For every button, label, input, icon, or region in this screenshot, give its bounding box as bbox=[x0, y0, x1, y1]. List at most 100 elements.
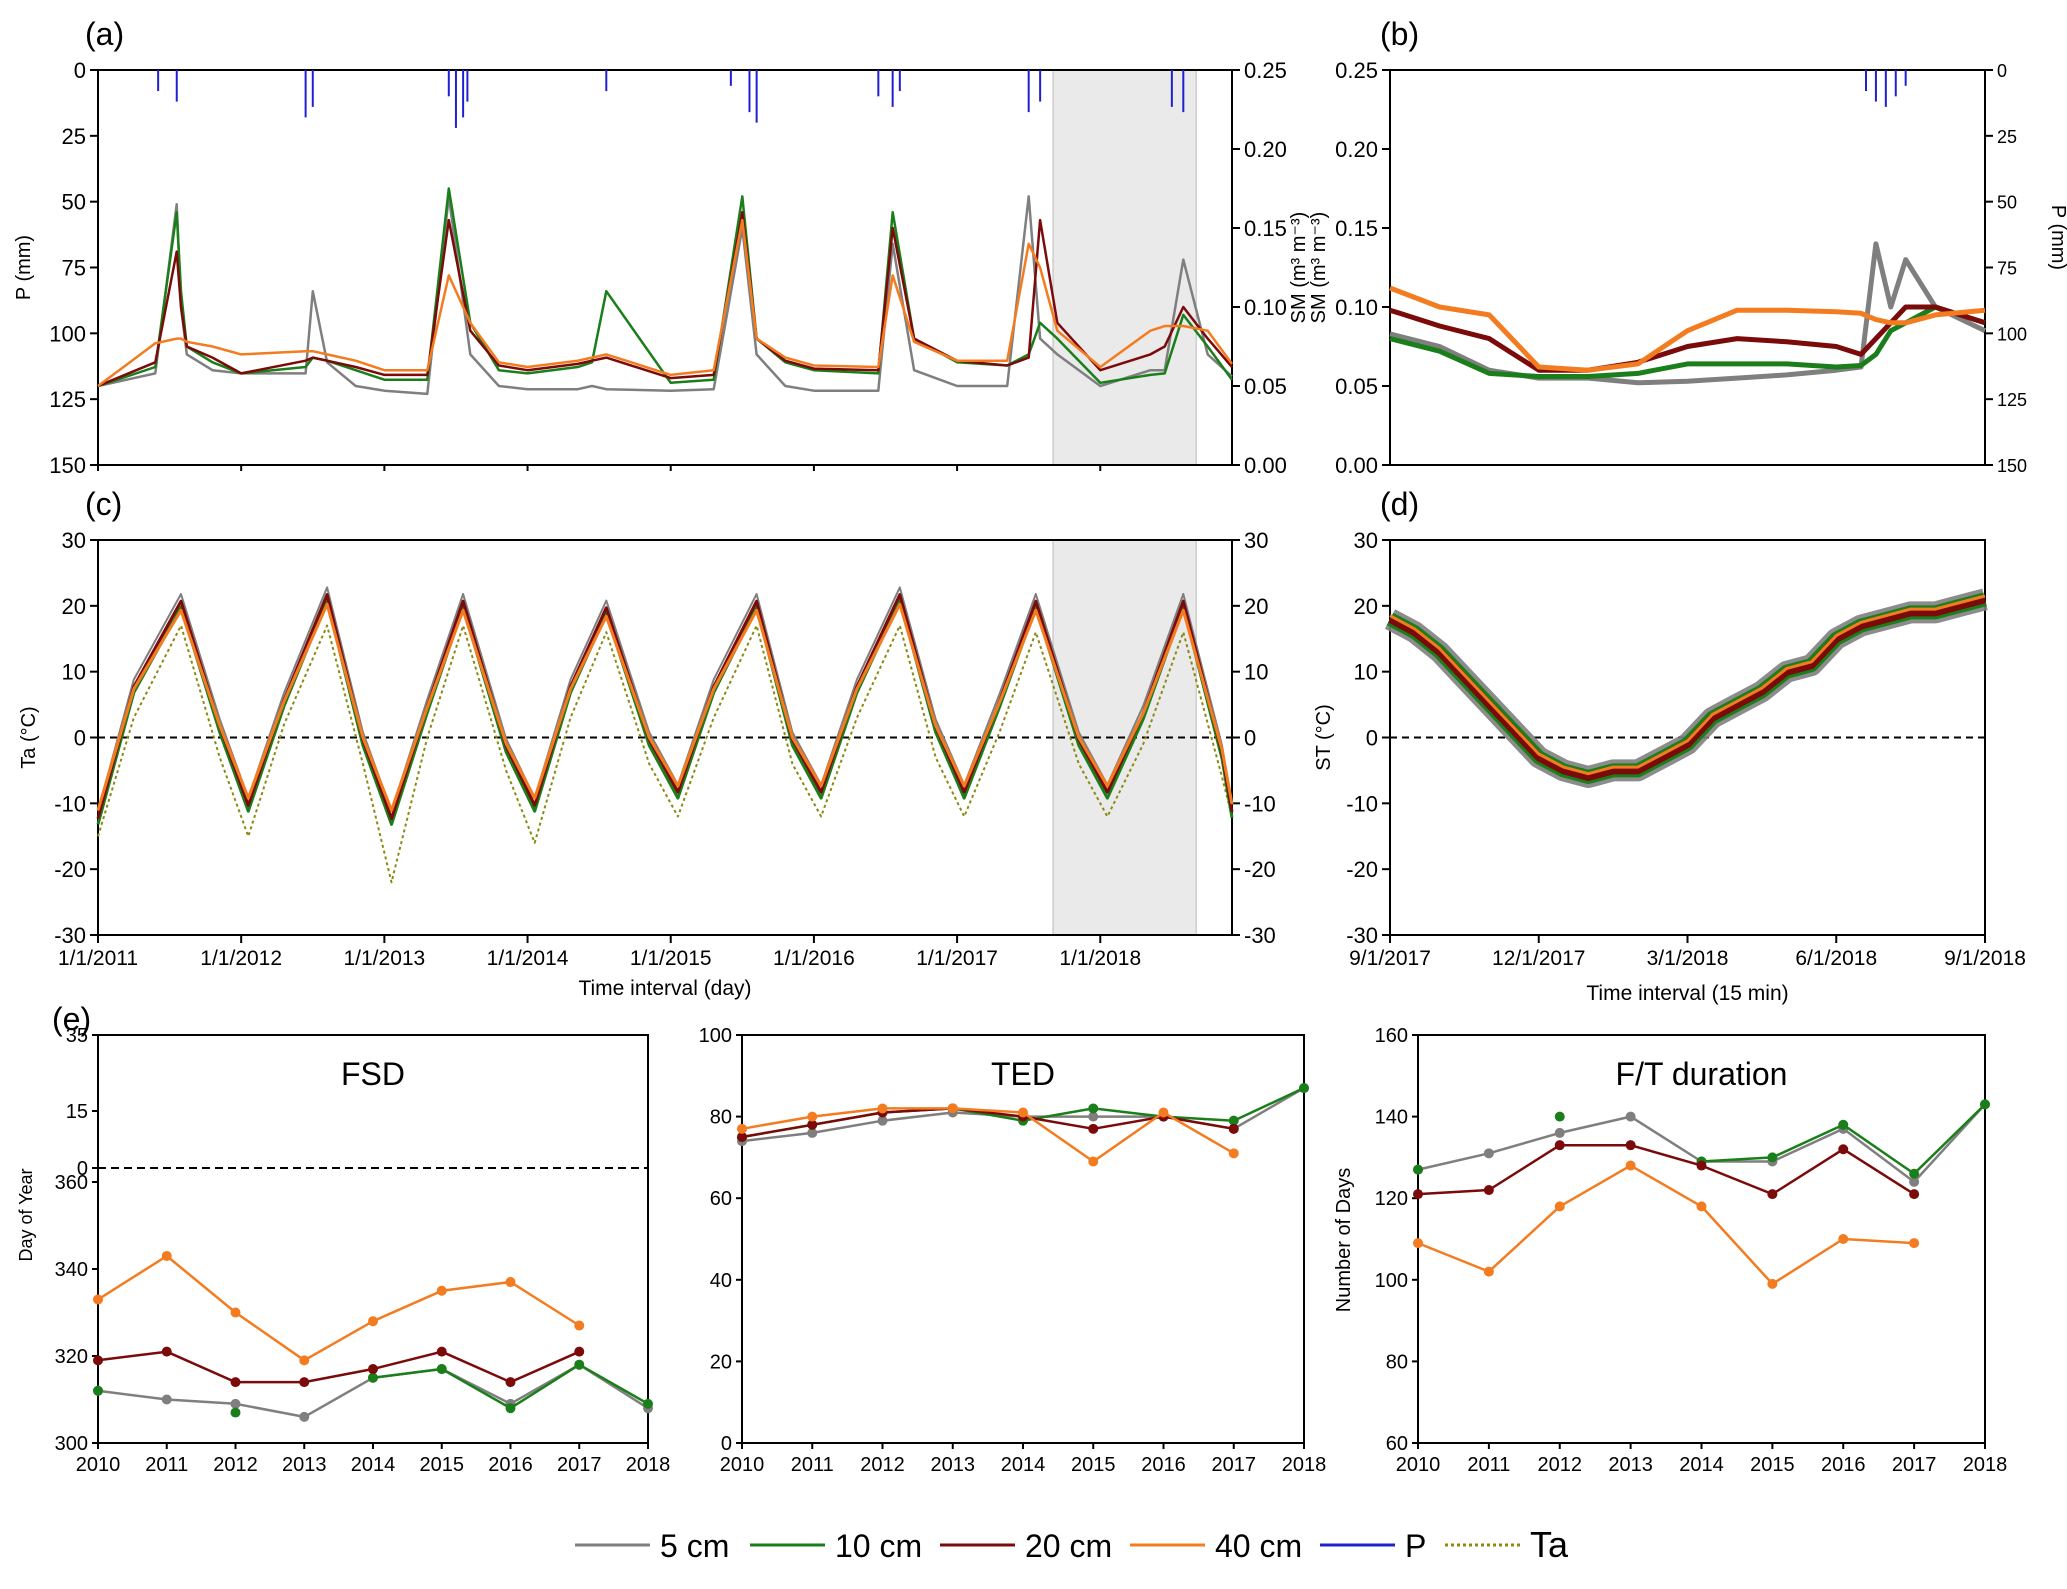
data-point bbox=[505, 1277, 516, 1288]
x-tick-label: 2013 bbox=[931, 1454, 976, 1476]
data-point bbox=[1838, 1234, 1849, 1244]
x-tick-label: 2017 bbox=[1212, 1454, 1257, 1476]
data-point bbox=[505, 1403, 516, 1414]
x-tick-label: 2015 bbox=[1750, 1454, 1795, 1476]
y-tick-label: 140 bbox=[1375, 1107, 1408, 1129]
series-line-40-cm bbox=[1389, 594, 1986, 776]
panel-label-d: (d) bbox=[1380, 486, 1419, 522]
y-right-tick-label: 25 bbox=[1997, 127, 2017, 147]
data-point bbox=[1088, 1111, 1099, 1122]
y-tick-label: 120 bbox=[1375, 1188, 1408, 1210]
x-tick-label: 2013 bbox=[1608, 1454, 1653, 1476]
y-right-tick-label: 150 bbox=[1997, 456, 2027, 476]
legend-label-d5: 5 cm bbox=[660, 1528, 729, 1564]
y-tick-label: 0 bbox=[721, 1433, 732, 1455]
x-tick-label: 2011 bbox=[791, 1454, 834, 1476]
plot-frame bbox=[741, 1034, 1305, 1444]
data-point bbox=[1909, 1176, 1920, 1187]
data-point bbox=[877, 1103, 888, 1114]
y-left-tick-label: 30 bbox=[1354, 528, 1378, 553]
legend-label-Ta: Ta bbox=[1530, 1524, 1569, 1565]
panel-e-ft-duration: 2010 2011 2012 2013 2014 2015 2016 2017 2018 60 80… bbox=[1333, 1025, 2007, 1476]
x-tick-label: 1/1/2012 bbox=[200, 947, 282, 970]
y-right-tick-label: 0.15 bbox=[1244, 216, 1287, 241]
y-left-tick-label: 25 bbox=[62, 124, 86, 149]
data-point bbox=[643, 1398, 653, 1409]
data-point bbox=[368, 1316, 378, 1327]
series-line-40-cm bbox=[1417, 1164, 1915, 1286]
y-right-tick-label: 0 bbox=[1997, 61, 2007, 81]
data-point bbox=[161, 1250, 172, 1261]
data-point bbox=[807, 1127, 818, 1138]
data-point bbox=[1228, 1123, 1239, 1134]
x-tick-label: 1/1/2013 bbox=[343, 947, 425, 970]
data-point bbox=[1838, 1119, 1849, 1130]
y-axis-label-right: P (mm) bbox=[2047, 205, 2067, 270]
y-tick-label: 340 bbox=[55, 1259, 88, 1281]
x-tick-label: 2018 bbox=[1963, 1454, 2008, 1476]
y-left-tick-label: -20 bbox=[54, 857, 86, 882]
panel-e-fsd: 2010 2011 2012 2013 2014 2015 2016 2017 2018 300 3… bbox=[16, 1025, 670, 1476]
x-tick-label: 1/1/2015 bbox=[630, 947, 712, 970]
y-left-tick-label: 0 bbox=[74, 58, 86, 83]
data-point bbox=[1413, 1189, 1423, 1200]
panel-e-ted: 2010 2011 2012 2013 2014 2015 2016 2017 2018 0 20 4… bbox=[699, 1025, 1327, 1476]
data-point bbox=[807, 1111, 818, 1122]
y-right-tick-label: 0.20 bbox=[1244, 137, 1287, 162]
chart-title: FSD bbox=[341, 1056, 405, 1092]
x-tick-label: 2017 bbox=[1892, 1454, 1937, 1476]
series-line-40-cm bbox=[741, 1107, 1235, 1163]
x-tick-label: 2011 bbox=[1467, 1454, 1510, 1476]
x-tick-label: 2014 bbox=[1679, 1454, 1724, 1476]
y-tick-label: 100 bbox=[699, 1025, 732, 1047]
series-line-40-cm bbox=[96, 602, 1234, 812]
data-point bbox=[1088, 1123, 1099, 1134]
x-tick-label: 2016 bbox=[1141, 1454, 1186, 1476]
data-point bbox=[230, 1307, 241, 1318]
x-tick-label: 2015 bbox=[420, 1454, 465, 1476]
data-point bbox=[1483, 1185, 1494, 1196]
y-right-tick-label: 0.25 bbox=[1244, 58, 1287, 83]
y-axis-label-left: ST (°C) bbox=[1313, 704, 1335, 771]
y-tick-label: 320 bbox=[55, 1346, 88, 1368]
y-tick-label: 0 bbox=[77, 1158, 88, 1180]
series-line-10-cm bbox=[97, 187, 1234, 388]
data-point bbox=[1838, 1144, 1849, 1155]
data-point bbox=[299, 1355, 310, 1366]
y-left-tick-label: 0.15 bbox=[1335, 216, 1378, 241]
data-point bbox=[574, 1359, 585, 1370]
y-axis-label-left: P (mm) bbox=[13, 235, 35, 300]
data-point bbox=[436, 1285, 447, 1296]
y-tick-label: 100 bbox=[1375, 1270, 1408, 1292]
data-point bbox=[299, 1411, 310, 1422]
data-point bbox=[574, 1320, 585, 1331]
x-tick-label: 2014 bbox=[351, 1454, 396, 1476]
data-point bbox=[1483, 1266, 1494, 1277]
plot-frame bbox=[1389, 69, 1986, 466]
x-tick-label: 2017 bbox=[557, 1454, 602, 1476]
panel-a: 0 25 50 75 100 125 150 0.00 0.05 0.10 0.15 0.20 0.25… bbox=[13, 58, 1310, 478]
y-left-tick-label: 10 bbox=[62, 660, 86, 685]
data-point bbox=[368, 1372, 378, 1383]
x-tick-label: 2018 bbox=[626, 1454, 671, 1476]
legend: 5 cm 10 cm 20 cm 40 cm P Ta bbox=[575, 1524, 1569, 1565]
data-point bbox=[1158, 1107, 1169, 1118]
y-right-tick-label: 125 bbox=[1997, 390, 2027, 410]
data-point bbox=[93, 1385, 103, 1396]
y-left-tick-label: 0 bbox=[74, 726, 86, 751]
y-left-tick-label: -10 bbox=[1346, 791, 1378, 816]
data-point bbox=[1554, 1111, 1565, 1122]
y-tick-label: 15 bbox=[66, 1101, 88, 1123]
data-point bbox=[1625, 1111, 1636, 1122]
y-tick-label: 60 bbox=[710, 1188, 732, 1210]
data-point bbox=[1909, 1238, 1920, 1249]
data-point bbox=[93, 1355, 103, 1366]
x-tick-label: 1/1/2014 bbox=[487, 947, 569, 970]
x-tick-label: 2016 bbox=[1821, 1454, 1866, 1476]
y-left-tick-label: 150 bbox=[49, 453, 86, 478]
y-right-tick-label: 0.00 bbox=[1244, 453, 1287, 478]
y-axis-label: Day of Year bbox=[16, 1168, 36, 1261]
data-point bbox=[1088, 1103, 1099, 1114]
data-point bbox=[505, 1377, 516, 1388]
